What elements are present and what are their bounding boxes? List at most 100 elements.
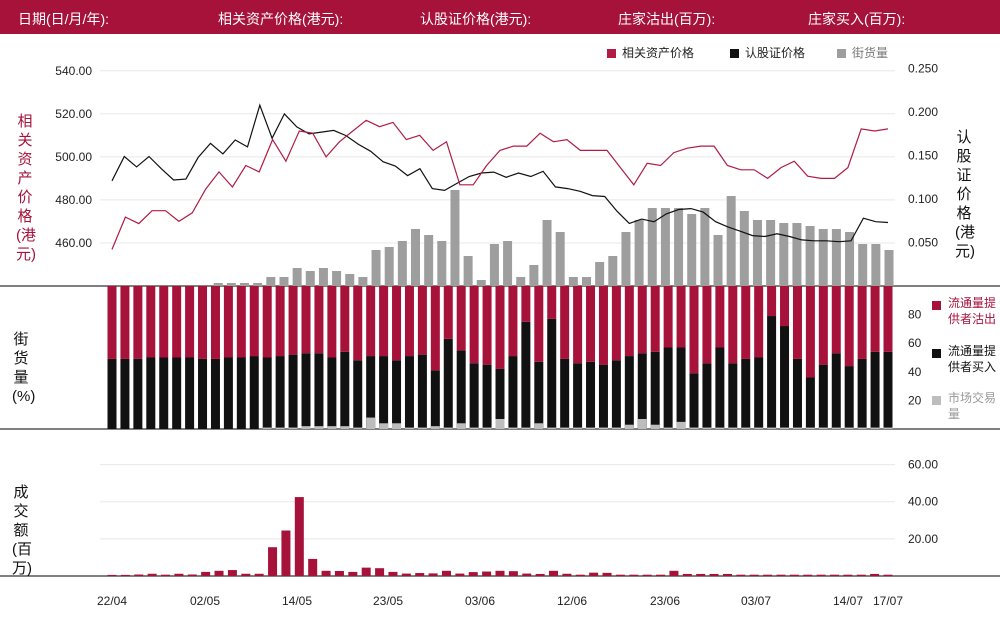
market-volume-bar [857,427,867,429]
mm-sell-bar [611,286,621,361]
side-swatch-sell [932,301,941,310]
mm-sell-bar [340,286,350,352]
turnover-bar [161,574,171,576]
turnover-bar [441,570,451,576]
market-volume-bar [456,423,466,429]
turnover-bar [669,570,679,576]
outstanding-bar [253,283,263,286]
turnover-bar [241,573,251,576]
outstanding-bar [634,220,644,286]
outstanding-bar [858,244,868,286]
outstanding-bar [332,271,342,286]
mm-buy-bar [482,364,492,429]
market-volume-bar [379,423,389,429]
turnover-bar [508,571,518,576]
outstanding-bar [516,277,526,286]
legend-swatch-asset [607,49,616,59]
turnover-bar [455,573,465,576]
side-legend-market: 市场交易量 [932,390,1000,422]
outstanding-bar [779,223,789,286]
outstanding-bar [726,196,736,286]
market-volume-bar [288,427,298,429]
mm-sell-bar [301,286,311,354]
mm-sell-bar [146,286,156,358]
market-volume-bar [754,427,764,429]
turnover-bar [294,497,304,576]
mm-sell-bar [689,286,699,374]
outstanding-bar [358,277,368,286]
mm-buy-bar [262,357,272,429]
turnover-bar [535,573,545,576]
turnover-bar [147,573,157,576]
turnover-bar [629,574,639,576]
turnover-bar [495,570,505,576]
market-volume-bar [327,426,337,429]
outstanding-bar [884,250,894,286]
turnover-bar [829,574,839,576]
outstanding-bar [437,241,447,286]
mm-sell-bar [663,286,673,348]
market-volume-bar [818,427,828,429]
mm-buy-bar [598,364,608,429]
mm-buy-bar [547,318,557,429]
turnover-bar [254,573,264,576]
mm-buy-bar [767,316,777,429]
market-volume-bar [301,426,311,429]
turnover-tick-label: 40.00 [908,495,938,509]
mm-sell-bar [844,286,854,367]
outstanding-bar [345,274,355,286]
market-volume-bar [482,427,492,429]
left-axis-title-outstanding: 街货量(%) [12,331,36,405]
market-volume-bar [767,427,777,429]
asset-price-line [111,119,889,250]
mm-buy-bar [728,363,738,429]
turnover-bar [763,574,773,576]
mm-buy-bar [534,361,544,429]
market-volume-bar [844,427,854,429]
market-volume-bar [573,427,583,429]
outstanding-bar [226,283,236,286]
market-volume-bar [495,418,505,429]
market-volume-bar [624,424,634,429]
turnover-bar [615,574,625,576]
market-volume-bar [404,427,414,429]
mm-sell-bar [198,286,208,359]
turnover-bar [575,574,585,576]
mm-sell-bar [508,286,518,357]
mm-sell-bar [870,286,880,352]
mm-sell-bar [598,286,608,365]
market-volume-bar [805,427,815,429]
market-volume-bar [366,417,376,429]
turnover-bar [415,573,425,576]
outstanding-bar [529,265,539,286]
x-tick-label: 12/06 [557,594,587,608]
mm-sell-bar [392,286,402,361]
mm-buy-bar [702,363,712,429]
mm-sell-bar [702,286,712,364]
turnover-bar [776,574,786,576]
x-tick-label: 14/05 [282,594,312,608]
market-volume-bar [521,427,531,429]
legend-outstanding: 街货量 [837,44,888,61]
mm-sell-bar [288,286,298,355]
warrant-tick-label: 0.100 [908,192,938,206]
mm-sell-bar [314,286,324,354]
mm-sell-bar [159,286,169,358]
turnover-bar [803,574,813,576]
outstanding-bar [292,268,302,286]
mm-buy-bar [340,351,350,429]
warrant-tick-label: 0.050 [908,236,938,250]
mm-sell-bar [715,286,725,348]
left-axis-title-asset: 相关资产价格(港元) [16,113,36,263]
asset-tick-label: 520.00 [55,107,92,121]
market-volume-bar [469,427,479,429]
outstanding-bar [766,220,776,286]
mm-sell-bar [275,286,285,357]
market-volume-bar [340,426,350,429]
market-volume-bar [392,423,402,429]
mm-buy-bar [611,360,621,429]
asset-tick-label: 480.00 [55,193,92,207]
mm-buy-bar [249,356,259,429]
turnover-bar [174,573,184,576]
mm-sell-bar [741,286,751,359]
